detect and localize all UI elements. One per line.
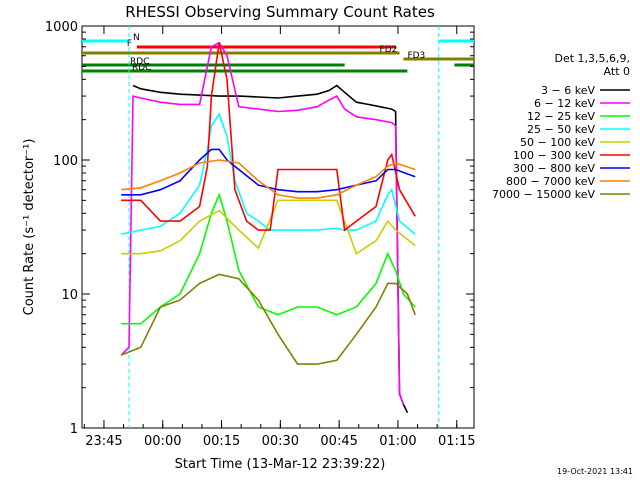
- legend-header: Det 1,3,5,6,9,: [554, 52, 630, 65]
- series-line-7: [121, 159, 416, 199]
- flag-label-n: N: [133, 33, 140, 43]
- flag-label-rdc: RDC: [132, 63, 151, 73]
- legend-entry-label: 300 − 800 keV: [513, 162, 595, 175]
- legend-entry-label: 50 − 100 keV: [520, 136, 595, 149]
- flag-bars: NFFD2FD3RDCRDC: [82, 26, 474, 428]
- flag-label-fd2: FD2: [380, 45, 398, 55]
- legend-entry-label: 3 − 6 keV: [541, 84, 595, 97]
- x-axis-ticks: 23:45 00:00 00:15 00:30 00:45 01:00 01:15: [83, 26, 475, 449]
- x-tick-label: 23:45: [85, 434, 122, 449]
- plot-area: [81, 25, 475, 429]
- legend-entry-label: 100 − 300 keV: [513, 149, 595, 162]
- footer-date: 19-Oct-2021 13:41: [557, 467, 633, 476]
- x-tick-label: 00:45: [320, 434, 357, 449]
- legend-header: Att 0: [604, 65, 630, 78]
- x-tick-label: 00:30: [262, 434, 299, 449]
- series-line-0: [132, 84, 409, 414]
- y-tick-label: 100: [53, 154, 78, 169]
- y-axis-label: Count Rate (s⁻¹ detector⁻¹): [22, 139, 37, 316]
- series-lines: [120, 41, 416, 414]
- x-tick-label: 01:00: [379, 434, 416, 449]
- y-axis-ticks: 1 10 100 1000: [45, 20, 474, 437]
- y-tick-label: 1: [70, 422, 78, 437]
- series-line-4: [121, 199, 416, 255]
- legend-entry-label: 7000 − 15000 keV: [492, 188, 595, 201]
- legend-entry-label: 800 − 7000 keV: [506, 175, 595, 188]
- series-line-6: [121, 148, 416, 196]
- series-line-5: [121, 42, 416, 232]
- y-tick-label: 1000: [45, 20, 78, 35]
- series-line-1: [120, 41, 405, 405]
- x-tick-label: 01:15: [438, 434, 475, 449]
- series-line-2: [121, 192, 416, 325]
- legend-entry-label: 25 − 50 keV: [527, 123, 595, 136]
- series-line-3: [121, 112, 416, 235]
- chart-title: RHESSI Observing Summary Count Rates: [125, 3, 435, 21]
- x-tick-label: 00:00: [144, 434, 181, 449]
- y-tick-label: 10: [61, 288, 78, 303]
- x-tick-label: 00:15: [203, 434, 240, 449]
- legend-entry-label: 12 − 25 keV: [527, 110, 595, 123]
- series-line-8: [120, 273, 416, 365]
- x-axis-label: Start Time (13-Mar-12 23:39:22): [175, 457, 386, 472]
- legend-entry-label: 6 − 12 keV: [534, 97, 595, 110]
- flag-label-fd3: FD3: [407, 51, 425, 61]
- flag-label-rdc: RDC: [130, 57, 149, 67]
